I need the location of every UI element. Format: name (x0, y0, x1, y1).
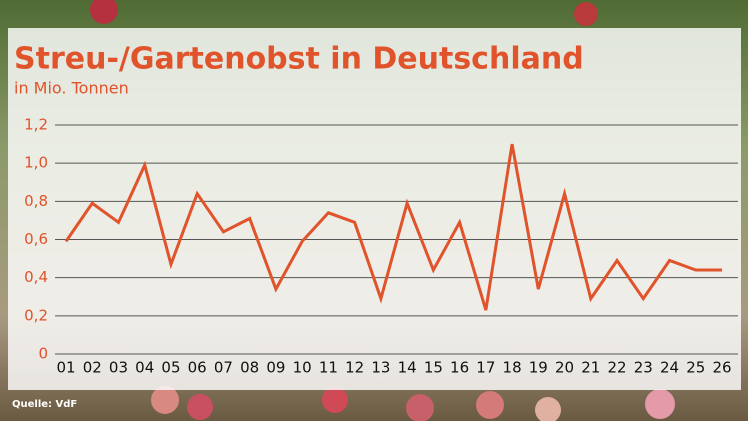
x-tick-label: 03 (109, 359, 128, 377)
x-tick-label: 23 (634, 359, 653, 377)
x-tick-label: 25 (686, 359, 705, 377)
x-tick-label: 13 (371, 359, 390, 377)
x-tick-label: 11 (319, 359, 338, 377)
apples (90, 0, 675, 421)
y-tick-label: 1,2 (24, 116, 48, 134)
x-tick-label: 19 (529, 359, 548, 377)
x-tick-label: 22 (607, 359, 626, 377)
x-tick-label: 08 (240, 359, 259, 377)
x-tick-label: 14 (398, 359, 417, 377)
x-tick-label: 02 (83, 359, 102, 377)
x-tick-label: 18 (503, 359, 522, 377)
chart-title: Streu-/Gartenobst in Deutschland (14, 42, 584, 77)
x-tick-label: 07 (214, 359, 233, 377)
y-tick-label: 0 (38, 345, 48, 363)
chart-subtitle: in Mio. Tonnen (14, 79, 129, 98)
x-tick-label: 04 (135, 359, 154, 377)
x-tick-label: 20 (555, 359, 574, 377)
y-tick-label: 0,6 (24, 230, 48, 248)
y-tick-label: 0,2 (24, 306, 48, 324)
x-tick-label: 06 (188, 359, 207, 377)
data-line (64, 143, 722, 311)
x-tick-label: 16 (450, 359, 469, 377)
y-tick-label: 0,8 (24, 192, 48, 210)
y-tick-label: 1,0 (24, 154, 48, 172)
x-tick-label: 17 (476, 359, 495, 377)
x-tick-label: 10 (293, 359, 312, 377)
x-tick-label: 26 (712, 359, 731, 377)
y-tick-label: 0,4 (24, 268, 48, 286)
x-tick-label: 24 (660, 359, 679, 377)
x-tick-label: 21 (581, 359, 600, 377)
x-tick-label: 09 (266, 359, 285, 377)
x-tick-label: 12 (345, 359, 364, 377)
x-tick-label: 15 (424, 359, 443, 377)
x-tick-label: 05 (161, 359, 180, 377)
x-tick-label: 01 (56, 359, 75, 377)
panel (8, 28, 741, 390)
source: Quelle: VdF (12, 399, 77, 410)
